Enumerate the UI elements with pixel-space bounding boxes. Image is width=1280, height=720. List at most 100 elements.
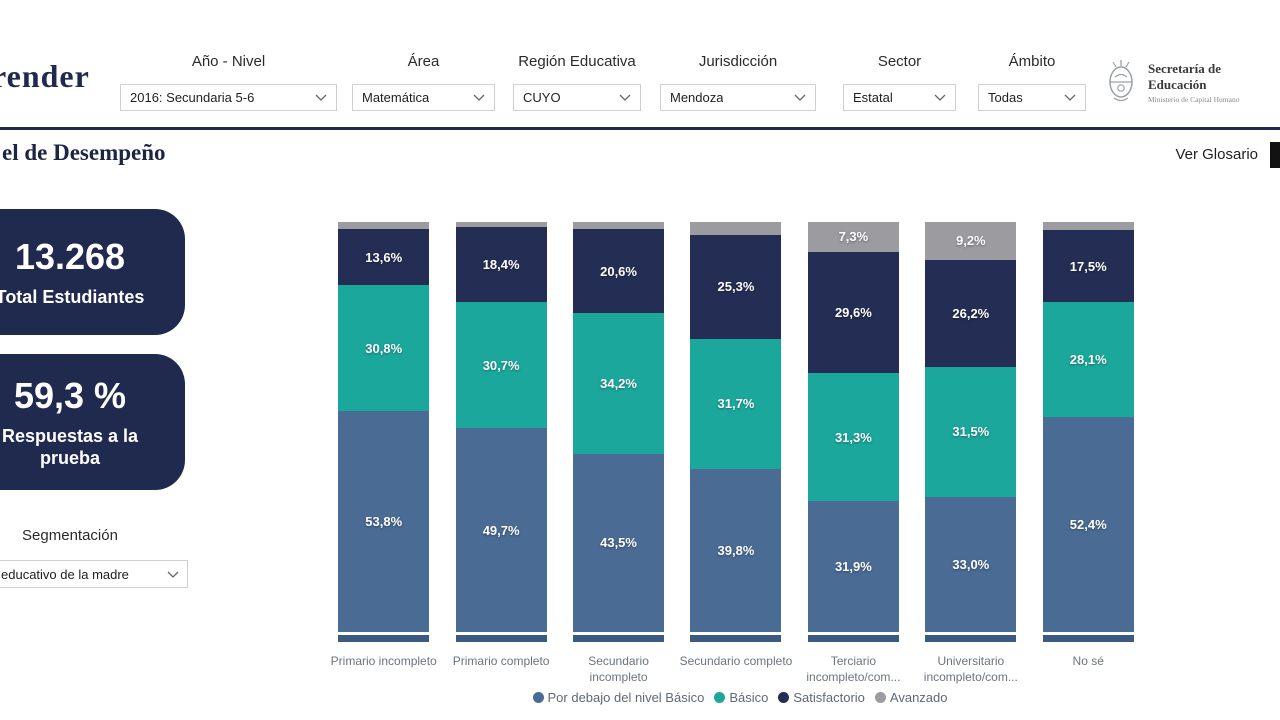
data-label: 20,6% <box>600 263 637 279</box>
aprender-logo: render <box>0 58 90 94</box>
filter-dropdown[interactable]: Todas <box>978 84 1086 111</box>
data-label: 18,4% <box>482 257 520 273</box>
legend-dot-icon <box>874 692 886 703</box>
ministry-subtitle: Ministerio de Capital Humano <box>1148 95 1240 104</box>
bar[interactable]: 9,2% 26,2% 31,5% 33,0% <box>925 222 1017 632</box>
data-label: 52,4% <box>1069 517 1107 533</box>
bar[interactable]: 20,6% 34,2% 43,5% <box>573 222 665 632</box>
bar-column: 13,6% 30,8% 53,8% Primario incompleto <box>325 222 442 685</box>
chevron-down-icon <box>315 94 327 101</box>
segmentation-label: Segmentación <box>22 527 118 544</box>
bar-segment[interactable] <box>1042 222 1134 231</box>
bar-segment[interactable]: 9,2% <box>925 222 1017 260</box>
data-label: 39,8% <box>717 542 755 558</box>
filter-dropdown[interactable]: Estatal <box>843 84 956 111</box>
filter-area: Área Matemática <box>352 50 495 111</box>
bar[interactable]: 17,5% 28,1% 52,4% <box>1042 222 1134 632</box>
filter-dropdown[interactable]: CUYO <box>513 84 641 111</box>
bar-segment[interactable]: 13,6% <box>338 229 430 286</box>
bar-segment[interactable] <box>338 222 430 230</box>
glossary-link[interactable]: Ver Glosario <box>1175 146 1258 163</box>
category-label: Primario incompleto <box>330 654 437 668</box>
bar-segment[interactable]: 30,7% <box>455 302 547 429</box>
glossary-button[interactable] <box>1270 142 1280 168</box>
data-label: 31,9% <box>834 559 872 575</box>
chevron-down-icon <box>1064 94 1076 101</box>
data-label: 53,8% <box>365 514 403 530</box>
bar-segment[interactable]: 53,8% <box>338 411 430 632</box>
bar-segment[interactable]: 30,8% <box>338 285 430 412</box>
filter-value: Mendoza <box>670 90 724 105</box>
kpi-value: 59,3 % <box>13 375 127 416</box>
legend-item[interactable]: Satisfactorio <box>778 690 865 705</box>
stacked-bar-chart: 13,6% 30,8% 53,8% Primario incompleto 18,4% 3… <box>325 222 1147 685</box>
bar-column: 9,2% 26,2% 31,5% 33,0% Universitario incompl… <box>912 222 1029 685</box>
bar-segment[interactable]: 43,5% <box>573 453 665 632</box>
bar-base <box>925 635 1017 642</box>
legend-label: Avanzado <box>889 690 948 705</box>
filter-region-educativa: Región Educativa CUYO <box>513 50 641 111</box>
legend-item[interactable]: Básico <box>714 690 768 705</box>
chevron-down-icon <box>473 94 485 101</box>
bar-segment[interactable]: 39,8% <box>690 468 782 632</box>
category-label: Secundario completo <box>679 654 793 668</box>
bar-segment[interactable]: 52,4% <box>1042 417 1134 632</box>
bar-base <box>338 635 430 642</box>
ministry-title: Secretaría de Educación <box>1148 61 1222 92</box>
category-label: Universitario incompleto/com... <box>923 654 1018 684</box>
bar-segment[interactable]: 31,9% <box>807 501 899 632</box>
filter-ano-nivel: Año - Nivel 2016: Secundaria 5-6 <box>120 50 337 111</box>
bar-segment[interactable]: 31,5% <box>925 367 1017 497</box>
data-label: 34,2% <box>600 376 637 392</box>
bar-segment[interactable]: 34,2% <box>573 313 665 454</box>
bar-base <box>690 635 782 642</box>
legend-dot-icon <box>532 692 544 703</box>
bar-segment[interactable] <box>573 222 665 229</box>
segmentation-dropdown[interactable]: educativo de la madre <box>0 560 188 588</box>
bar-segment[interactable]: 18,4% <box>455 226 547 303</box>
bar[interactable]: 13,6% 30,8% 53,8% <box>338 222 430 632</box>
bar-segment[interactable]: 25,3% <box>690 235 782 339</box>
filter-value: Todas <box>988 90 1023 105</box>
filter-dropdown[interactable]: 2016: Secundaria 5-6 <box>120 84 337 111</box>
filter-value: Matemática <box>362 90 430 105</box>
filter-ambito: Ámbito Todas <box>978 50 1086 111</box>
bar-segment[interactable]: 31,3% <box>807 373 899 502</box>
category-label: No sé <box>1072 654 1104 668</box>
data-label: 7,3% <box>838 229 869 245</box>
ministry-logo: Secretaría de Educación Ministerio de Ca… <box>1102 54 1280 111</box>
filter-sector: Sector Estatal <box>843 50 956 111</box>
legend-item[interactable]: Por debajo del nivel Básico <box>532 690 704 705</box>
bar-segment[interactable]: 7,3% <box>807 222 899 252</box>
data-label: 13,6% <box>365 249 403 265</box>
argentina-coat-of-arms-icon <box>1102 54 1140 111</box>
header-divider <box>0 127 1280 130</box>
bar-segment[interactable]: 28,1% <box>1042 301 1134 418</box>
bar-segment[interactable]: 17,5% <box>1042 230 1134 302</box>
bar-segment[interactable]: 20,6% <box>573 228 665 314</box>
legend-label: Básico <box>729 690 769 705</box>
bar-segment[interactable]: 29,6% <box>807 251 899 374</box>
bar[interactable]: 18,4% 30,7% 49,7% <box>455 222 547 632</box>
bar-segment[interactable]: 31,7% <box>690 338 782 469</box>
bar-segment[interactable]: 33,0% <box>925 496 1017 632</box>
data-label: 31,7% <box>717 396 755 412</box>
bar-segment[interactable] <box>690 222 782 236</box>
category-label: Terciario incompleto/com... <box>806 654 901 684</box>
data-label: 49,7% <box>482 522 520 538</box>
filter-label: Área <box>407 53 440 70</box>
legend-item[interactable]: Avanzado <box>874 690 948 705</box>
filter-dropdown[interactable]: Mendoza <box>660 84 816 111</box>
filter-dropdown[interactable]: Matemática <box>352 84 495 111</box>
bar-segment[interactable]: 26,2% <box>925 259 1017 368</box>
category-label: Secundario incompleto <box>588 654 649 684</box>
data-label: 30,7% <box>482 357 520 373</box>
chevron-down-icon <box>619 94 631 101</box>
bar-segment[interactable]: 49,7% <box>455 428 547 632</box>
bar-segment[interactable] <box>455 222 547 227</box>
kpi-value: 13.268 <box>14 236 126 277</box>
bar[interactable]: 7,3% 29,6% 31,3% 31,9% <box>807 222 899 632</box>
bar[interactable]: 25,3% 31,7% 39,8% <box>690 222 782 632</box>
data-label: 28,1% <box>1069 352 1107 368</box>
